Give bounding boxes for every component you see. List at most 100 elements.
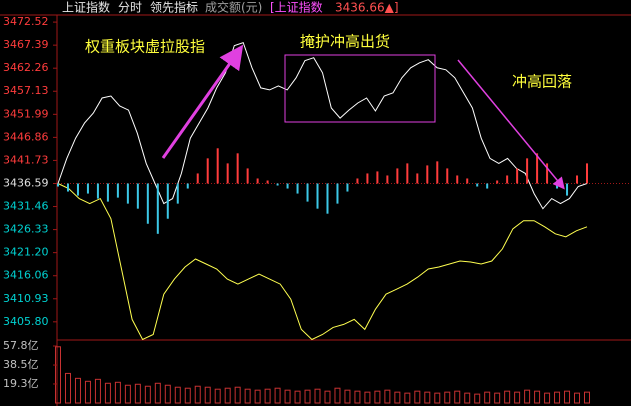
volume-bar bbox=[434, 392, 441, 404]
volume-bar bbox=[544, 392, 551, 404]
diff-bar bbox=[106, 183, 109, 202]
diff-bar bbox=[496, 180, 499, 184]
volume-bar bbox=[504, 390, 511, 404]
diff-bar bbox=[196, 173, 199, 184]
diff-bar bbox=[116, 183, 119, 198]
y-tick-label: 3410.93 bbox=[3, 292, 49, 305]
volume-bar bbox=[234, 386, 241, 404]
diff-bar bbox=[336, 183, 339, 204]
volume-bar bbox=[424, 391, 431, 404]
diff-bar bbox=[126, 183, 129, 204]
diff-bar bbox=[296, 183, 299, 194]
volume-bar bbox=[55, 346, 61, 404]
y-tick-label: 3451.99 bbox=[3, 107, 49, 120]
diff-bar bbox=[216, 148, 219, 184]
annotation: 掩护冲高出货 bbox=[300, 33, 390, 51]
diff-bar bbox=[136, 183, 139, 209]
volume-bar bbox=[444, 391, 451, 404]
volume-bar bbox=[314, 388, 321, 404]
annotation: 冲高回落 bbox=[512, 73, 572, 91]
volume-bar bbox=[94, 378, 101, 404]
volume-bar bbox=[354, 390, 361, 404]
volume-bar bbox=[404, 392, 411, 404]
diff-bar bbox=[396, 168, 399, 184]
diff-bar bbox=[556, 183, 559, 189]
diff-bar bbox=[446, 168, 449, 184]
diff-bar bbox=[206, 158, 209, 184]
volume-bar bbox=[214, 388, 221, 404]
annotation: 权重板块虚拉股指 bbox=[85, 38, 205, 56]
diff-bar bbox=[416, 173, 419, 184]
volume-bar bbox=[514, 391, 521, 404]
y-tick-label: 3405.80 bbox=[3, 315, 49, 328]
volume-bar bbox=[494, 392, 501, 404]
arrow bbox=[161, 44, 244, 159]
volume-bar bbox=[334, 387, 341, 404]
y-tick-label: 3431.46 bbox=[3, 200, 49, 213]
diff-bar bbox=[386, 175, 389, 184]
y-tick-label: 19.3亿 bbox=[3, 377, 39, 390]
volume-bar bbox=[524, 389, 531, 404]
diff-bar bbox=[536, 153, 539, 184]
volume-bar bbox=[204, 386, 211, 404]
header-item: 成交额(元) bbox=[205, 0, 262, 15]
volume-bar bbox=[454, 390, 461, 404]
volume-bar bbox=[144, 385, 151, 404]
diff-bar bbox=[256, 178, 259, 184]
diff-bar bbox=[506, 175, 509, 184]
volume-bar bbox=[274, 387, 281, 404]
volume-bar bbox=[574, 392, 581, 404]
volume-bar bbox=[64, 372, 71, 404]
y-tick-label: 57.8亿 bbox=[3, 339, 39, 352]
diff-bar bbox=[376, 171, 379, 184]
volume-bar bbox=[344, 389, 351, 404]
volume-bar bbox=[584, 391, 590, 404]
volume-bar bbox=[124, 384, 131, 404]
price-line bbox=[57, 183, 588, 341]
diff-bar bbox=[526, 158, 529, 184]
y-tick-label: 3462.26 bbox=[3, 61, 49, 74]
diff-bar bbox=[286, 183, 289, 189]
volume-bar bbox=[364, 391, 371, 404]
volume-bar bbox=[394, 391, 401, 404]
volume-bar bbox=[184, 387, 191, 404]
diff-bar bbox=[96, 183, 99, 199]
diff-bar bbox=[306, 183, 309, 202]
diff-bar bbox=[236, 153, 239, 184]
volume-bar bbox=[194, 385, 201, 404]
volume-bar bbox=[284, 389, 291, 404]
index-name: [上证指数 bbox=[270, 0, 323, 15]
index-value: 3436.66▲] bbox=[335, 1, 399, 15]
diff-bar bbox=[166, 183, 169, 219]
volume-bar bbox=[224, 387, 231, 404]
diff-bar bbox=[66, 183, 69, 192]
diff-bar bbox=[146, 183, 149, 224]
volume-bar bbox=[154, 382, 161, 404]
volume-bar bbox=[554, 391, 561, 404]
diff-bar bbox=[316, 183, 319, 209]
diff-bar bbox=[226, 163, 229, 184]
diff-bar bbox=[156, 183, 159, 234]
diff-bar bbox=[586, 163, 588, 184]
diff-bar bbox=[186, 183, 189, 189]
y-tick-label: 3467.39 bbox=[3, 38, 49, 51]
diff-bar bbox=[76, 183, 79, 196]
diff-bar bbox=[486, 183, 489, 189]
volume-bar bbox=[254, 389, 261, 404]
diff-bar bbox=[546, 163, 549, 184]
highlight-box bbox=[284, 54, 436, 123]
diff-bar bbox=[566, 183, 569, 196]
diff-bar bbox=[406, 163, 409, 184]
volume-bar bbox=[484, 391, 491, 404]
volume-bar bbox=[264, 388, 271, 404]
header-item: 上证指数 bbox=[62, 0, 110, 15]
arrow bbox=[457, 59, 565, 190]
diff-bar bbox=[346, 183, 349, 192]
price-line bbox=[57, 41, 588, 210]
volume-bar bbox=[324, 390, 331, 404]
diff-bar bbox=[266, 180, 269, 184]
header-item: 分时 bbox=[118, 1, 142, 15]
diff-bar bbox=[456, 175, 459, 184]
y-tick-label: 3421.20 bbox=[3, 246, 49, 259]
